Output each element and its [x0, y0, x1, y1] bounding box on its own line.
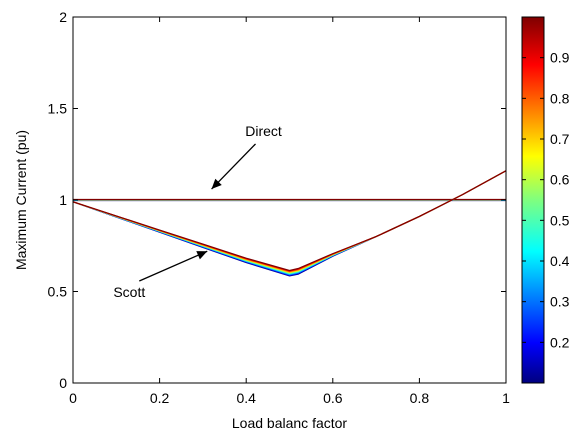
annotation-label: Direct [245, 123, 282, 139]
colorbar-tick-label: 0.5 [550, 212, 570, 228]
colorbar-tick-label: 0.9 [550, 50, 570, 66]
x-tick-label: 0 [69, 390, 77, 406]
x-tick-label: 0.2 [150, 390, 170, 406]
x-tick-label: 0.4 [236, 390, 256, 406]
x-tick-label: 1 [502, 390, 510, 406]
colorbar-tick-label: 0.2 [550, 334, 570, 350]
annotation-arrow [139, 250, 208, 282]
colorbar-tick-label: 0.4 [550, 253, 570, 269]
y-tick-label: 1.5 [48, 101, 68, 117]
plot-area [72, 16, 507, 384]
colorbar-gradient [521, 16, 545, 384]
colorbar-tick-label: 0.3 [550, 294, 570, 310]
colorbar: 0.2 0.3 0.4 0.5 0.6 0.7 0.8 0.9 [521, 16, 570, 384]
y-tick-label: 0 [59, 375, 67, 391]
colorbar-tick-label: 0.6 [550, 172, 570, 188]
y-axis: 0 0.5 1 1.5 2 [48, 9, 506, 391]
series-layer [72, 170, 507, 277]
y-tick-label: 0.5 [48, 284, 68, 300]
x-axis-label: Load balanc factor [232, 415, 348, 431]
colorbar-ticks: 0.2 0.3 0.4 0.5 0.6 0.7 0.8 0.9 [522, 50, 570, 350]
annotation-arrow [211, 143, 256, 190]
x-tick-label: 0.6 [323, 390, 343, 406]
colorbar-tick-label: 0.8 [550, 90, 570, 106]
annotations: Direct Scott [113, 123, 282, 300]
y-tick-label: 2 [59, 9, 67, 25]
x-tick-label: 0.8 [410, 390, 430, 406]
y-tick-label: 1 [59, 192, 67, 208]
y-axis-label: Maximum Current (pu) [13, 130, 29, 270]
colorbar-tick-label: 0.7 [550, 131, 570, 147]
annotation-arrowhead [196, 251, 208, 260]
series-1 [73, 198, 506, 202]
series-2 [72, 170, 507, 277]
x-axis: 0 0.2 0.4 0.6 0.8 1 [69, 17, 510, 406]
series-2-line [72, 170, 507, 272]
annotation-arrowhead [211, 178, 222, 190]
annotation-label: Scott [113, 284, 145, 300]
